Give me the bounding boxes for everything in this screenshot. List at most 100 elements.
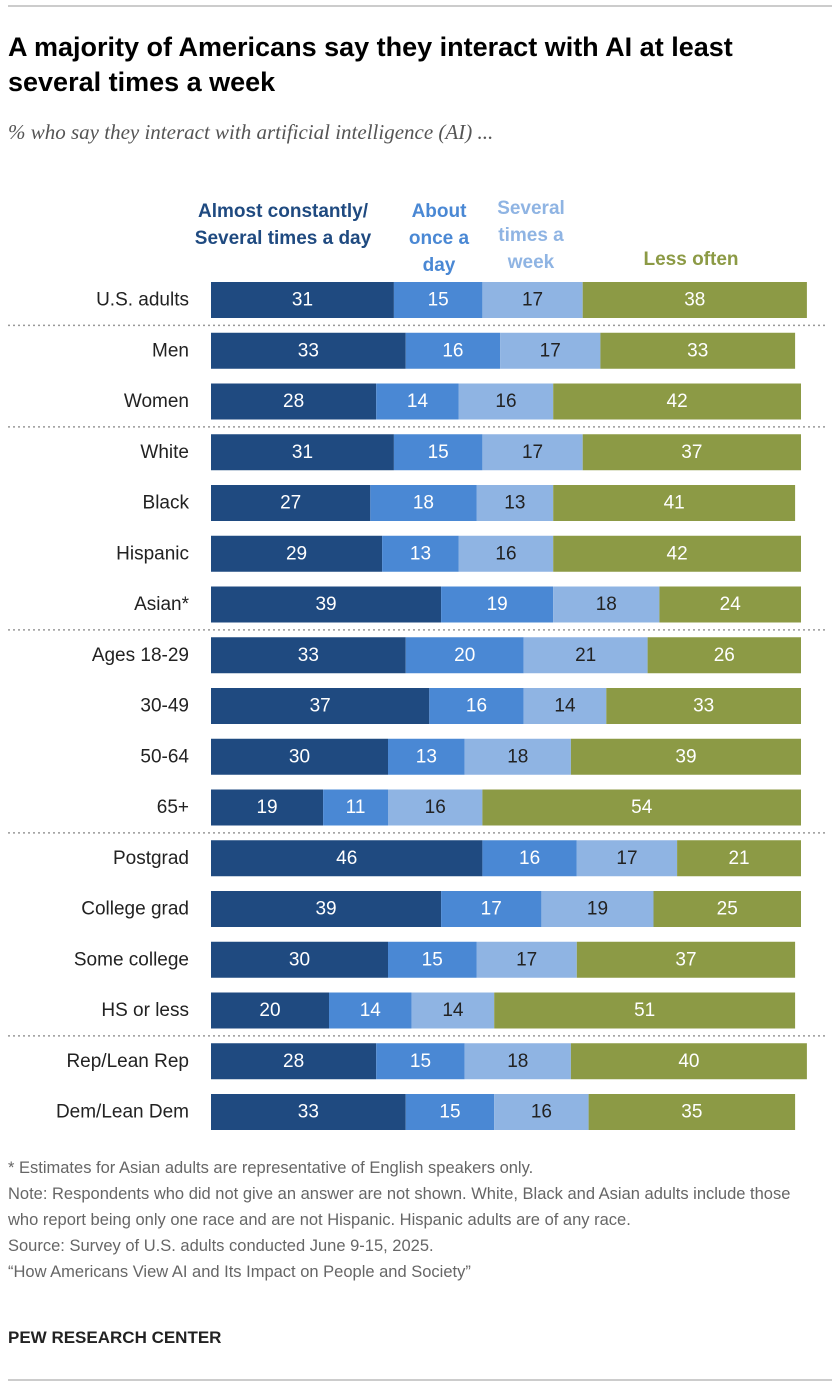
value-label: 33 (298, 1102, 319, 1123)
bar-segment (647, 637, 801, 674)
category-label: U.S. adults (96, 290, 189, 311)
value-label: 21 (575, 645, 596, 666)
value-label: 37 (681, 442, 702, 463)
value-label: 15 (410, 1051, 431, 1072)
bar-segment (441, 891, 542, 927)
bar-segment (393, 282, 483, 318)
value-label: 42 (667, 543, 688, 564)
bar-segment (482, 434, 583, 471)
chart-title: A majority of Americans say they interac… (8, 32, 733, 97)
value-label: 31 (292, 442, 313, 463)
value-label: 33 (298, 340, 319, 361)
bar-segment (570, 1043, 807, 1080)
value-label: 39 (315, 594, 336, 615)
value-label: 16 (495, 543, 516, 564)
category-label: College grad (81, 899, 189, 920)
bar-segment (211, 891, 442, 927)
bar-segment (329, 992, 412, 1029)
value-label: 28 (283, 1051, 304, 1072)
value-label: 54 (631, 797, 653, 818)
bar-segment (523, 637, 648, 674)
category-label: 50-64 (140, 746, 189, 767)
value-label: 13 (504, 493, 525, 514)
legend-label: Several times a week (497, 198, 565, 273)
bar-segment (458, 535, 554, 572)
bar-segment (576, 941, 796, 978)
value-label: 38 (684, 290, 705, 311)
value-label: 51 (634, 1000, 655, 1021)
bar-segment (553, 485, 796, 521)
value-label: 37 (675, 949, 696, 970)
value-label: 35 (681, 1102, 702, 1123)
bar-segment (211, 332, 406, 369)
value-label: 15 (422, 949, 443, 970)
value-label: 39 (675, 746, 696, 767)
value-label: 46 (336, 848, 357, 869)
bar-segment (476, 941, 577, 978)
category-label: Some college (74, 949, 189, 970)
value-label: 28 (283, 391, 304, 412)
bar-segment (370, 485, 477, 521)
bar-segment (211, 637, 406, 674)
bar-segment (677, 840, 801, 877)
value-label: 17 (540, 340, 561, 361)
value-label: 27 (280, 493, 301, 514)
value-label: 33 (693, 696, 714, 717)
bar-segment (582, 282, 807, 318)
value-label: 16 (425, 797, 446, 818)
value-label: 21 (728, 848, 749, 869)
value-label: 19 (487, 594, 508, 615)
value-label: 14 (360, 1000, 382, 1021)
notes: * Estimates for Asian adults are represe… (8, 1155, 823, 1285)
category-label: Ages 18-29 (92, 645, 189, 666)
bar-segment (211, 282, 394, 318)
category-label: Dem/Lean Dem (56, 1102, 189, 1123)
bar-segment (553, 383, 801, 420)
bar-segment (405, 332, 501, 369)
value-label: 15 (428, 290, 449, 311)
bar-segment (211, 992, 329, 1029)
bar-segment (606, 688, 801, 724)
bar-segment (570, 738, 801, 775)
bar-segment (653, 891, 801, 927)
value-label: 13 (416, 746, 437, 767)
bar-segment (482, 789, 801, 826)
bar-segment (211, 586, 442, 623)
value-label: 25 (717, 899, 738, 920)
category-label: 30-49 (140, 696, 189, 717)
value-label: 14 (554, 696, 576, 717)
category-label: Men (152, 340, 189, 361)
bar-segment (464, 738, 571, 775)
bar-segment (553, 586, 660, 623)
value-label: 19 (587, 899, 608, 920)
category-label: Postgrad (113, 848, 189, 869)
category-label: Asian* (134, 594, 190, 615)
value-label: 30 (289, 949, 310, 970)
value-label: 16 (466, 696, 487, 717)
value-label: 31 (292, 290, 313, 311)
bar-segment (388, 738, 465, 775)
value-label: 33 (687, 340, 708, 361)
value-label: 20 (454, 645, 475, 666)
value-label: 18 (507, 746, 528, 767)
bar-segment (659, 586, 801, 623)
bar-segment (382, 535, 459, 572)
bar-segment (211, 789, 324, 826)
note-line: Note: Respondents who did not give an an… (8, 1185, 791, 1229)
bar-segment (388, 941, 477, 978)
value-label: 18 (596, 594, 617, 615)
bar-segment (541, 891, 654, 927)
value-label: 17 (522, 442, 543, 463)
chart-subtitle: % who say they interact with artificial … (8, 120, 494, 144)
value-label: 15 (428, 442, 449, 463)
value-label: 26 (714, 645, 735, 666)
bar-segment (405, 637, 524, 674)
bar-segment (464, 1043, 571, 1080)
value-label: 17 (516, 949, 537, 970)
value-label: 11 (346, 797, 366, 818)
value-label: 41 (664, 493, 685, 514)
note-line: Source: Survey of U.S. adults conducted … (8, 1237, 434, 1255)
bar-segment (388, 789, 483, 826)
bar-segment (393, 434, 483, 471)
value-label: 17 (481, 899, 502, 920)
